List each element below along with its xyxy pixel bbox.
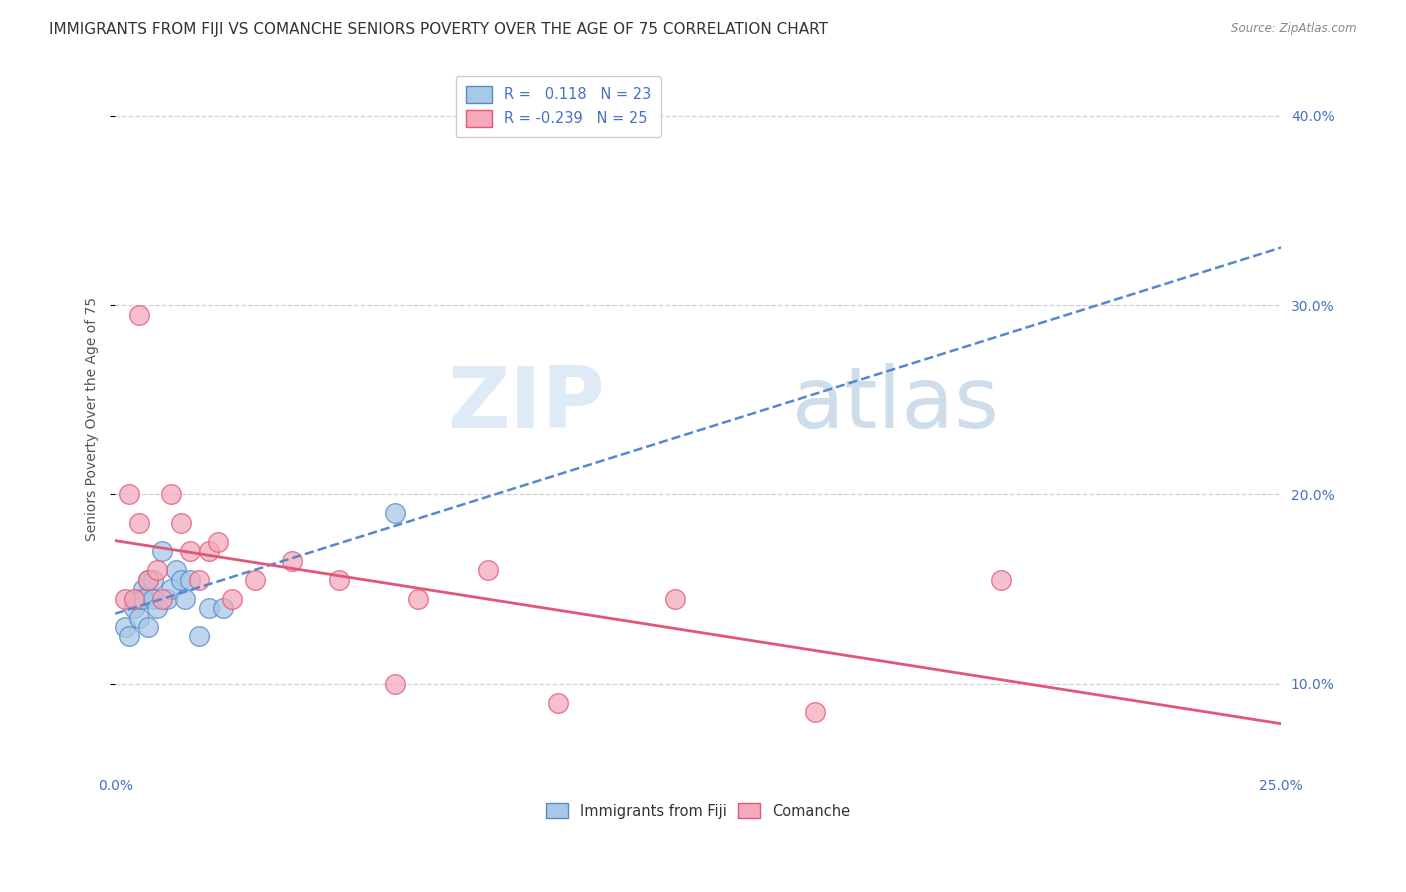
Point — [188, 629, 211, 643]
Point — [136, 573, 159, 587]
Point — [136, 620, 159, 634]
Point — [547, 696, 569, 710]
Point — [136, 573, 159, 587]
Text: ZIP: ZIP — [447, 363, 605, 446]
Point — [165, 563, 187, 577]
Point — [142, 591, 165, 606]
Point — [207, 534, 229, 549]
Point — [664, 591, 686, 606]
Text: atlas: atlas — [792, 363, 1000, 446]
Point — [128, 516, 150, 530]
Point — [114, 620, 136, 634]
Point — [804, 705, 827, 719]
Point — [132, 582, 155, 596]
Point — [146, 601, 169, 615]
Point — [990, 573, 1012, 587]
Point — [384, 677, 406, 691]
Point — [174, 591, 197, 606]
Point — [122, 601, 145, 615]
Point — [128, 591, 150, 606]
Point — [384, 507, 406, 521]
Point — [169, 573, 191, 587]
Point — [132, 591, 155, 606]
Y-axis label: Seniors Poverty Over the Age of 75: Seniors Poverty Over the Age of 75 — [86, 297, 100, 541]
Point — [114, 591, 136, 606]
Point — [221, 591, 243, 606]
Point — [169, 516, 191, 530]
Legend: Immigrants from Fiji, Comanche: Immigrants from Fiji, Comanche — [540, 797, 856, 825]
Point — [328, 573, 350, 587]
Point — [128, 610, 150, 624]
Point — [146, 563, 169, 577]
Point — [150, 544, 173, 558]
Point — [188, 573, 211, 587]
Point — [118, 629, 141, 643]
Point — [160, 487, 183, 501]
Point — [142, 573, 165, 587]
Point — [118, 487, 141, 501]
Point — [211, 601, 233, 615]
Point — [408, 591, 430, 606]
Point — [197, 601, 219, 615]
Point — [179, 573, 201, 587]
Text: IMMIGRANTS FROM FIJI VS COMANCHE SENIORS POVERTY OVER THE AGE OF 75 CORRELATION : IMMIGRANTS FROM FIJI VS COMANCHE SENIORS… — [49, 22, 828, 37]
Point — [150, 591, 173, 606]
Point — [155, 591, 177, 606]
Point — [160, 582, 183, 596]
Text: Source: ZipAtlas.com: Source: ZipAtlas.com — [1232, 22, 1357, 36]
Point — [128, 308, 150, 322]
Point — [179, 544, 201, 558]
Point — [281, 554, 304, 568]
Point — [477, 563, 499, 577]
Point — [197, 544, 219, 558]
Point — [122, 591, 145, 606]
Point — [243, 573, 266, 587]
